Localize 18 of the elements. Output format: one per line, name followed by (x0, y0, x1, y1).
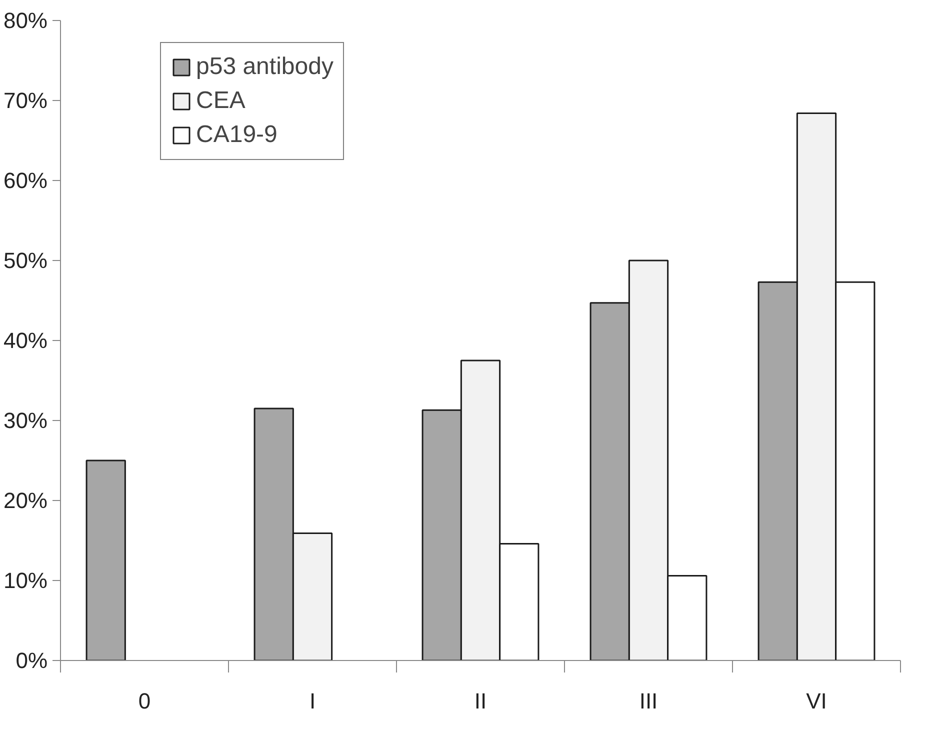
y-tick-label: 50% (3, 248, 48, 273)
x-tick-label: I (309, 688, 316, 714)
legend-label: CEA (196, 87, 246, 115)
y-tick-label: 70% (3, 88, 48, 113)
y-tick-label: 60% (3, 168, 48, 193)
legend-label: p53 antibody (196, 53, 334, 81)
x-tick-label: III (639, 688, 658, 714)
legend-label: CA19-9 (196, 121, 278, 149)
x-tick-label: II (474, 688, 487, 714)
y-tick-label: 10% (3, 568, 48, 593)
y-tick-label: 0% (16, 648, 48, 673)
y-tick-label: 30% (3, 408, 48, 433)
y-tick-label: 40% (3, 328, 48, 353)
x-tick-label: 0 (138, 688, 151, 714)
y-tick-label: 20% (3, 488, 48, 513)
x-tick-label: VI (806, 688, 827, 714)
bar (86, 460, 126, 660)
y-tick-label: 80% (3, 8, 48, 33)
